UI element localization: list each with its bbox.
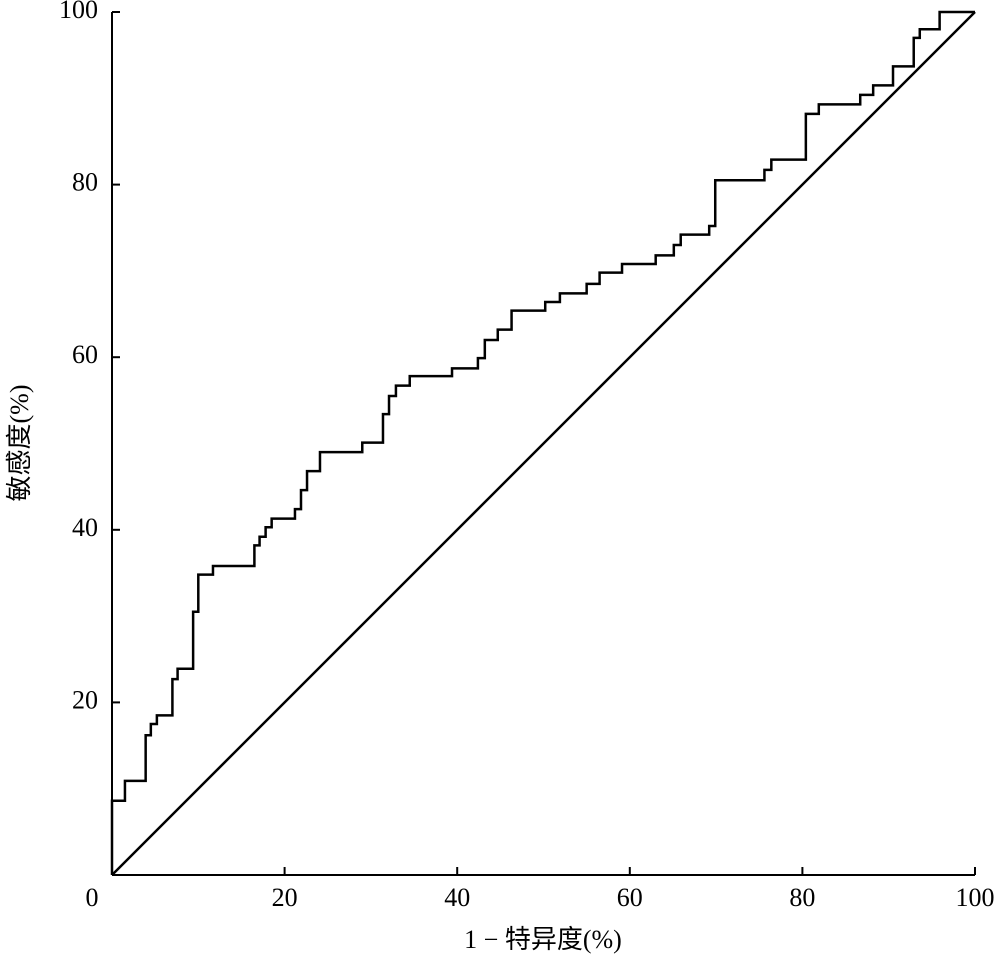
line [110, 10, 975, 875]
x-tick-label: 20 [272, 883, 298, 912]
x-tick-label: 40 [444, 883, 470, 912]
x-tick-label: 0 [86, 883, 99, 912]
y-tick-label: 20 [72, 685, 98, 714]
x-tick-label: 80 [789, 883, 815, 912]
y-tick-label: 40 [72, 513, 98, 542]
y-tick-label: 100 [59, 0, 98, 24]
y-tick-label: 60 [72, 340, 98, 369]
x-tick-label: 100 [956, 883, 995, 912]
x-tick-label: 60 [617, 883, 643, 912]
y-axis-label: 敏感度(%) [5, 385, 34, 502]
line [111, 11, 976, 876]
x-axis-label: 1 − 特异度(%) [464, 925, 622, 954]
y-tick-label: 80 [72, 168, 98, 197]
